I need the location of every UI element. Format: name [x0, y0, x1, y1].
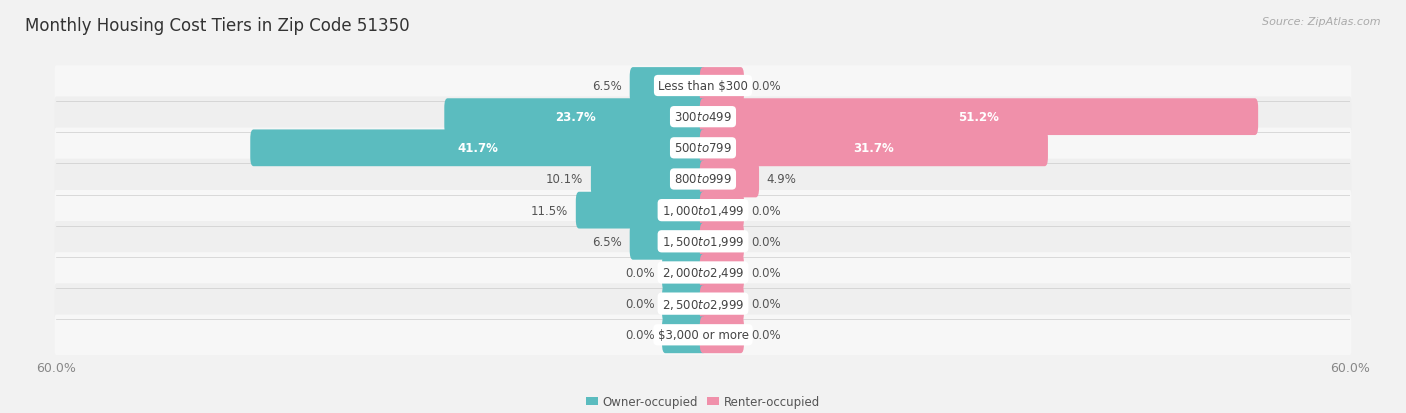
Text: 0.0%: 0.0%	[752, 204, 782, 217]
FancyBboxPatch shape	[55, 190, 1351, 231]
FancyBboxPatch shape	[700, 254, 744, 291]
Text: $2,000 to $2,499: $2,000 to $2,499	[662, 266, 744, 280]
Text: 31.7%: 31.7%	[853, 142, 894, 155]
Text: 6.5%: 6.5%	[592, 235, 621, 248]
Text: 0.0%: 0.0%	[624, 328, 654, 342]
FancyBboxPatch shape	[55, 284, 1351, 324]
FancyBboxPatch shape	[662, 254, 706, 291]
FancyBboxPatch shape	[55, 128, 1351, 169]
Text: Source: ZipAtlas.com: Source: ZipAtlas.com	[1263, 17, 1381, 26]
Text: 0.0%: 0.0%	[752, 328, 782, 342]
FancyBboxPatch shape	[55, 221, 1351, 262]
Text: $1,000 to $1,499: $1,000 to $1,499	[662, 204, 744, 218]
Text: 6.5%: 6.5%	[592, 80, 621, 93]
FancyBboxPatch shape	[55, 253, 1351, 293]
Text: 0.0%: 0.0%	[752, 266, 782, 279]
Text: 41.7%: 41.7%	[458, 142, 499, 155]
FancyBboxPatch shape	[700, 161, 759, 198]
Text: 0.0%: 0.0%	[624, 266, 654, 279]
FancyBboxPatch shape	[55, 159, 1351, 200]
FancyBboxPatch shape	[700, 317, 744, 353]
FancyBboxPatch shape	[55, 97, 1351, 138]
FancyBboxPatch shape	[630, 223, 706, 260]
FancyBboxPatch shape	[591, 161, 706, 198]
FancyBboxPatch shape	[700, 285, 744, 322]
Text: Monthly Housing Cost Tiers in Zip Code 51350: Monthly Housing Cost Tiers in Zip Code 5…	[25, 17, 411, 34]
Legend: Owner-occupied, Renter-occupied: Owner-occupied, Renter-occupied	[581, 391, 825, 413]
Text: 51.2%: 51.2%	[959, 111, 1000, 124]
FancyBboxPatch shape	[700, 223, 744, 260]
FancyBboxPatch shape	[700, 68, 744, 104]
Text: 0.0%: 0.0%	[752, 235, 782, 248]
FancyBboxPatch shape	[700, 130, 1047, 167]
Text: $1,500 to $1,999: $1,500 to $1,999	[662, 235, 744, 249]
FancyBboxPatch shape	[55, 66, 1351, 107]
Text: 11.5%: 11.5%	[531, 204, 568, 217]
FancyBboxPatch shape	[630, 68, 706, 104]
FancyBboxPatch shape	[700, 99, 1258, 136]
Text: 4.9%: 4.9%	[766, 173, 796, 186]
FancyBboxPatch shape	[55, 315, 1351, 355]
FancyBboxPatch shape	[444, 99, 706, 136]
Text: 0.0%: 0.0%	[752, 80, 782, 93]
FancyBboxPatch shape	[662, 285, 706, 322]
FancyBboxPatch shape	[700, 192, 744, 229]
Text: 23.7%: 23.7%	[555, 111, 596, 124]
FancyBboxPatch shape	[576, 192, 706, 229]
Text: $3,000 or more: $3,000 or more	[658, 328, 748, 342]
FancyBboxPatch shape	[250, 130, 706, 167]
Text: 0.0%: 0.0%	[752, 297, 782, 311]
Text: Less than $300: Less than $300	[658, 80, 748, 93]
Text: $800 to $999: $800 to $999	[673, 173, 733, 186]
Text: 10.1%: 10.1%	[546, 173, 583, 186]
Text: $500 to $799: $500 to $799	[673, 142, 733, 155]
Text: 0.0%: 0.0%	[624, 297, 654, 311]
FancyBboxPatch shape	[662, 317, 706, 353]
Text: $2,500 to $2,999: $2,500 to $2,999	[662, 297, 744, 311]
Text: $300 to $499: $300 to $499	[673, 111, 733, 124]
